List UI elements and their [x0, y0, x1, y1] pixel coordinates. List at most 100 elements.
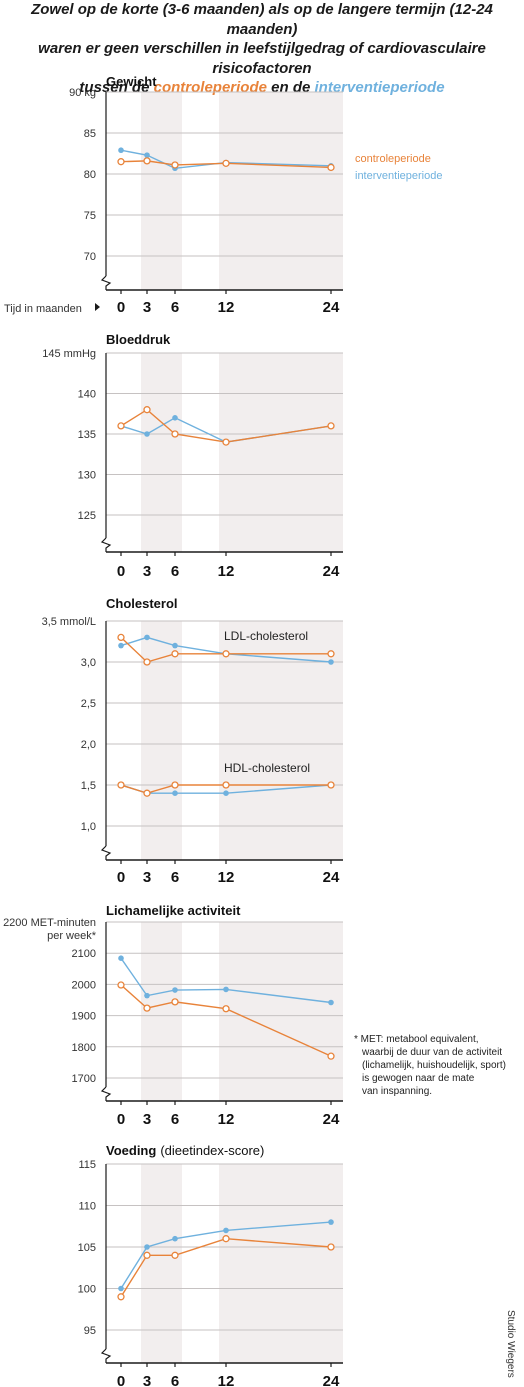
- data-point-intervention: [172, 790, 178, 796]
- data-point-control: [327, 1243, 335, 1251]
- headline-intervention-label: interventieperiode: [314, 79, 445, 96]
- x-axis-label: Tijd in maanden: [4, 303, 82, 315]
- data-point-control: [117, 422, 125, 430]
- ldl-label: LDL-cholesterol: [224, 629, 308, 643]
- x-tick-label: 6: [171, 563, 179, 580]
- x-tick-label: 6: [171, 1373, 179, 1387]
- axis-break-icon: [100, 845, 112, 860]
- x-tick-label: 24: [323, 1373, 340, 1387]
- hdl-label: HDL-cholesterol: [224, 761, 310, 775]
- data-point-intervention: [223, 1227, 229, 1234]
- panel-3: 2200 MET-minuten 2100 2000 1900 1800 1700 per …: [3, 903, 506, 1128]
- y-tick-label: 2100: [72, 948, 96, 960]
- shade-band: [219, 621, 343, 860]
- data-point-control: [171, 1251, 179, 1259]
- data-point-intervention: [328, 1219, 334, 1225]
- y-tick-label: 70: [84, 251, 96, 263]
- x-tick-label: 6: [171, 299, 179, 316]
- axis-break-icon: [100, 275, 112, 290]
- data-point-control: [327, 1052, 335, 1060]
- x-tick-label: 12: [218, 1373, 235, 1387]
- data-point-control: [117, 158, 125, 166]
- data-point-control: [222, 1235, 230, 1243]
- y-tick-label: 2,5: [81, 698, 96, 710]
- axis-break-icon: [100, 537, 112, 552]
- data-point-control: [171, 998, 179, 1006]
- y-tick-label: 80: [84, 169, 96, 181]
- y-tick-label: 2200 MET-minuten: [3, 917, 96, 929]
- x-tick-label: 0: [117, 299, 125, 316]
- y-tick-label: 1900: [72, 1011, 96, 1023]
- credit-label: Studio Wiegers: [505, 1310, 516, 1378]
- panel-2: 3,5 mmol/L 3,0 2,5 2,0 1,5 1,0 0 3 6 12 24 Choleste…: [42, 596, 343, 886]
- panel-1: 145 mmHg 140 135 130 125 0 3 6 12 24 Bloeddruk: [42, 332, 343, 580]
- y-tick-label: 110: [78, 1201, 96, 1213]
- data-point-control: [222, 650, 230, 658]
- data-point-intervention: [328, 999, 334, 1006]
- data-point-control: [327, 650, 335, 658]
- data-point-control: [222, 1005, 230, 1013]
- y-tick-label: 2,0: [81, 739, 96, 751]
- data-point-control: [171, 161, 179, 169]
- y-tick-label: 130: [78, 470, 96, 482]
- data-point-control: [143, 789, 151, 797]
- footnote-line: (lichamelijk, huishoudelijk, sport): [362, 1060, 506, 1071]
- x-tick-label: 0: [117, 1111, 125, 1128]
- data-point-intervention: [144, 634, 150, 641]
- data-point-control: [143, 406, 151, 414]
- data-point-control: [117, 781, 125, 789]
- panel-subtitle: (dieetindex-score): [160, 1143, 264, 1158]
- x-tick-label: 3: [143, 1111, 151, 1128]
- data-point-control: [171, 781, 179, 789]
- axis-break-icon: [100, 1348, 112, 1363]
- panel-title: Voeding: [106, 1143, 156, 1158]
- x-tick-label: 3: [143, 869, 151, 886]
- x-tick-label: 0: [117, 1373, 125, 1387]
- x-tick-label: 6: [171, 1111, 179, 1128]
- footnote-line: van inspanning.: [362, 1086, 432, 1097]
- data-point-control: [143, 658, 151, 666]
- legend-control: controleperiode: [355, 153, 431, 165]
- shade-band: [141, 353, 182, 552]
- data-point-control: [222, 781, 230, 789]
- y-tick-label: 3,5 mmol/L: [42, 616, 96, 628]
- headline-line-1: Zowel op de korte (3-6 maanden) als op d…: [31, 1, 493, 38]
- data-point-control: [143, 157, 151, 165]
- arrow-right-icon: [95, 303, 100, 311]
- shade-band: [219, 922, 343, 1101]
- shade-band: [219, 353, 343, 552]
- shade-band: [141, 1164, 182, 1363]
- x-tick-label: 0: [117, 869, 125, 886]
- panel-4: 115 110 105 100 95 0 3 6 12 24 Voeding (dieetindex-…: [78, 1143, 343, 1387]
- headline-line-2: waren er geen verschillen in leefstijlge…: [38, 40, 486, 77]
- x-tick-label: 3: [143, 563, 151, 580]
- y-tick-label: 1800: [72, 1042, 96, 1054]
- shade-band: [219, 92, 343, 290]
- y-tick-label: 135: [78, 429, 96, 441]
- data-point-intervention: [328, 659, 334, 665]
- x-tick-label: 3: [143, 1373, 151, 1387]
- data-point-control: [327, 163, 335, 172]
- y-tick-label: 125: [78, 510, 96, 522]
- y-tick-label: 100: [78, 1284, 96, 1296]
- x-tick-label: 6: [171, 869, 179, 886]
- data-point-control: [327, 781, 335, 789]
- y-tick-label: 1,5: [81, 780, 96, 792]
- data-point-control: [171, 650, 179, 658]
- data-point-intervention: [144, 431, 150, 437]
- data-point-intervention: [172, 415, 178, 421]
- data-point-intervention: [118, 147, 124, 154]
- panel-0: 90 kg 85 80 75 70 0 3 6 12 24 Gewicht controleperio…: [69, 74, 442, 316]
- y-tick-label: 145 mmHg: [42, 348, 96, 360]
- x-tick-label: 24: [323, 299, 340, 316]
- data-point-intervention: [144, 992, 150, 999]
- x-tick-label: 12: [218, 1111, 235, 1128]
- y-tick-label: 105: [78, 1242, 96, 1254]
- data-point-control: [327, 422, 335, 430]
- x-tick-label: 12: [218, 299, 235, 316]
- data-point-intervention: [144, 1244, 150, 1250]
- panel-title: Lichamelijke activiteit: [106, 903, 241, 918]
- data-point-intervention: [223, 790, 229, 796]
- data-point-intervention: [172, 642, 178, 649]
